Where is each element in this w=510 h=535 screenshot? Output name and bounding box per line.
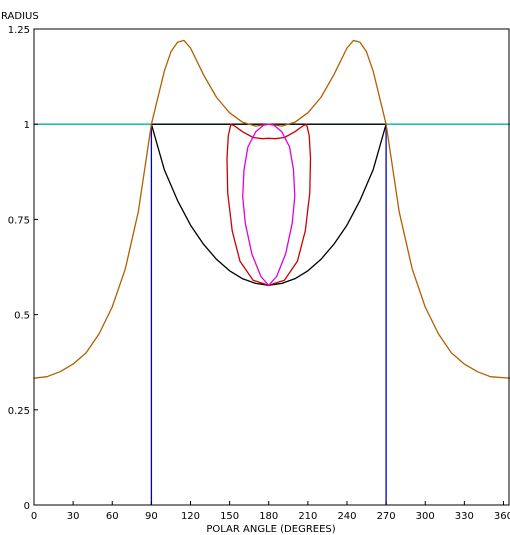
x-tick-label: 210 [298,511,317,522]
x-tick-label: 180 [259,511,278,522]
plot-frame [33,28,510,506]
x-tick-label: 0 [31,511,37,522]
y-tick-label: 0.75 [8,215,30,226]
axis-ticks: 0 30 60 90 120 150 180 210 240 270 300 330 360 0 0.25 0… [8,25,510,522]
y-axis-label: RADIUS [1,11,39,22]
y-tick-label: 0.25 [8,406,30,417]
x-axis-label: POLAR ANGLE (DEGREES) [206,524,335,535]
y-tick-label: 0.5 [14,311,30,322]
series-line-4 [150,124,387,286]
plot-area [33,39,510,505]
x-tick-label: 60 [106,511,119,522]
x-tick-label: 330 [455,511,474,522]
x-tick-label: 360 [494,511,510,522]
y-tick-label: 1 [24,120,30,131]
x-tick-label: 300 [416,511,435,522]
x-tick-label: 240 [337,511,356,522]
x-tick-label: 30 [67,511,80,522]
series-line-7 [242,123,296,286]
x-tick-label: 90 [145,511,158,522]
x-tick-label: 120 [181,511,200,522]
y-tick-label: 0 [24,501,30,512]
x-tick-label: 150 [220,511,239,522]
series-line-6 [226,123,312,286]
series-line-5 [33,39,510,379]
y-tick-label: 1.25 [8,25,30,36]
x-tick-label: 270 [377,511,396,522]
